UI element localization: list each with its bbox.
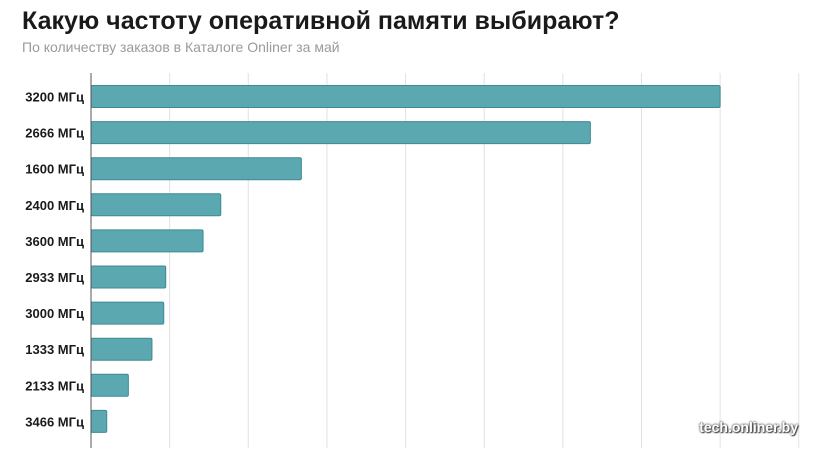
- bar: [90, 301, 165, 325]
- bar: [90, 85, 721, 108]
- bar: [90, 157, 302, 181]
- category-label: 3200 МГц: [25, 90, 84, 105]
- category-label: 2933 МГц: [25, 270, 84, 285]
- watermark: tech.onliner.by: [699, 419, 798, 435]
- category-label: 2400 МГц: [25, 198, 84, 213]
- bar: [90, 337, 153, 361]
- category-label: 1333 МГц: [25, 342, 84, 357]
- bar: [90, 373, 129, 397]
- bar: [90, 229, 204, 253]
- bar: [90, 121, 591, 145]
- bar: [90, 265, 167, 289]
- bar: [90, 193, 222, 217]
- category-label: 3466 МГц: [25, 414, 84, 429]
- category-label: 3000 МГц: [25, 306, 84, 321]
- category-label: 1600 МГц: [25, 162, 84, 177]
- chart-subtitle: По количеству заказов в Каталоге Onliner…: [22, 39, 340, 55]
- category-label: 2133 МГц: [25, 378, 84, 393]
- category-label: 2666 МГц: [25, 126, 84, 141]
- chart-title: Какую частоту оперативной памяти выбираю…: [22, 7, 620, 35]
- bar: [90, 409, 108, 433]
- category-label: 3600 МГц: [25, 234, 84, 249]
